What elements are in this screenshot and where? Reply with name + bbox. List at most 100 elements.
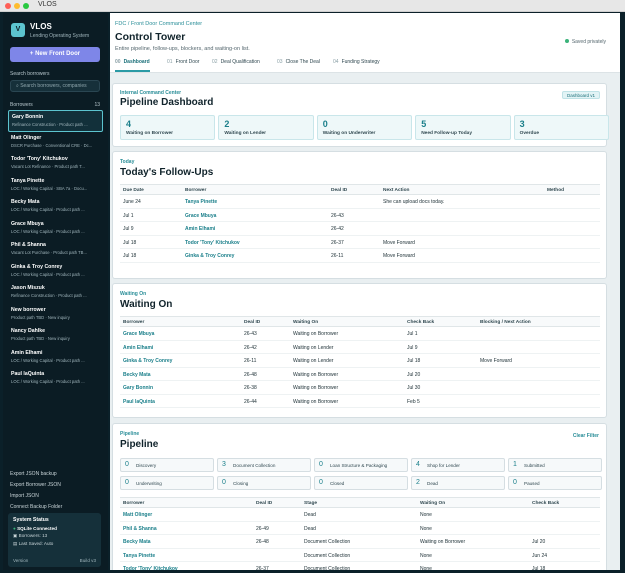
tab-label: Deal Qualification [220, 59, 260, 65]
import-json-link[interactable]: Import JSON [10, 493, 39, 499]
borrower-link[interactable]: Grace Mbuya [123, 331, 155, 337]
table-row[interactable]: Ginka & Troy Conrey 26-11 Waiting on Lende… [120, 354, 600, 368]
table-row[interactable]: Jul 1 Grace Mbuya 26-43 [120, 209, 600, 222]
stage-filter-shop-for-lender[interactable]: 4 Shop for Lender [411, 458, 505, 472]
borrower-list-item[interactable]: Tanya Pinette LOC / Working Capital · SBA… [8, 175, 103, 197]
borrower-summary: LOC / Working Capital · Product path ... [11, 379, 85, 384]
table-row[interactable]: Gary Bonnin 26-38 Waiting on Borrower Jul 3… [120, 381, 600, 395]
export-borrower-json-link[interactable]: Export Borrower JSON [10, 482, 61, 488]
table-row[interactable]: Jul 18 Ginka & Troy Conrey 26-11 Move Forwa… [120, 249, 600, 263]
borrower-link[interactable]: Gary Bonnin [123, 385, 154, 391]
borrower-list-item[interactable]: Amin Elhami LOC / Working Capital · Produ… [8, 347, 103, 369]
borrower-link[interactable]: Grace Mbuya [185, 212, 217, 219]
brand-name: VLOS [30, 22, 52, 31]
stage-filter-document-collection[interactable]: 3 Document Collection [217, 458, 311, 472]
db-status-text: SQLite Connected [17, 526, 57, 531]
close-window-icon[interactable] [5, 3, 11, 9]
table-row[interactable]: Grace Mbuya 26-43 Waiting on Borrower Jul 1 [120, 327, 600, 341]
borrower-list-item[interactable]: Ginka & Troy Conrey LOC / Working Capital… [8, 261, 103, 283]
table-row[interactable]: Matt Olinger Dead None [120, 508, 600, 522]
tab-close-the-deal[interactable]: 03 Close The Deal [277, 59, 320, 72]
table-cell: Jul 18 [407, 358, 421, 364]
maximize-window-icon[interactable] [23, 3, 29, 9]
stage-filter-dead[interactable]: 2 Dead [411, 476, 505, 490]
tab-front-door[interactable]: 01 Front Door [167, 59, 199, 72]
table-row[interactable]: Paul laQuinta 26-44 Waiting on Borrower Feb… [120, 395, 600, 408]
tab-label: Close The Deal [285, 59, 320, 65]
borrower-link[interactable]: Ginka & Troy Conrey [185, 253, 235, 259]
borrower-list-item[interactable]: New borrower Product path TBD · New inqui… [8, 304, 103, 326]
stat-waiting-on-underwriter[interactable]: 0 Waiting on Underwriter [316, 115, 413, 140]
table-row[interactable]: Amin Elhami 26-42 Waiting on Lender Jul 9 [120, 341, 600, 354]
borrower-list-item[interactable]: Matt Olinger DSCR Purchase · Conventional… [8, 132, 103, 154]
borrower-link[interactable]: Todor 'Tony' Kitchukov [185, 239, 240, 246]
clear-filter-button[interactable]: Clear Filter [572, 433, 599, 439]
borrower-link[interactable]: Amin Elhami [185, 226, 216, 232]
borrower-summary: Vacant Lot Refinance · Product path T... [11, 164, 85, 169]
table-row[interactable]: Jul 9 Amin Elhami 26-42 [120, 222, 600, 236]
borrower-list-item[interactable]: Jason Miszuk Refinance Construction · Pro… [8, 282, 103, 304]
borrower-link[interactable]: Tanya Pinette [185, 199, 218, 205]
borrower-list-item[interactable]: Gary Bonnin Refinance Construction · Prod… [8, 110, 103, 132]
borrower-link[interactable]: Ginka & Troy Conrey [123, 358, 173, 364]
save-icon: ▤ [13, 541, 18, 546]
stat-need-follow-up-today[interactable]: 5 Need Follow-up Today [415, 115, 511, 140]
table-cell: 26-49 [256, 525, 269, 532]
stat-overdue[interactable]: 3 Overdue [513, 115, 609, 140]
borrower-summary: LOC / Working Capital · SBA 7a · Docu... [11, 185, 88, 191]
stage-count: 0 [513, 479, 517, 486]
table-row[interactable]: Phil & Shanna 26-49 Dead None [120, 522, 600, 535]
stage-filter-closed[interactable]: 0 Closed [314, 476, 408, 490]
table-cell: She can upload docs today. [383, 199, 445, 205]
borrower-link[interactable]: Todor 'Tony' Kitchukov [123, 566, 178, 570]
borrower-list-item[interactable]: Phil & Shanna Vacant Lot Purchase · Produ… [8, 239, 103, 261]
borrower-list-item[interactable]: Becky Mata LOC / Working Capital · Produc… [8, 196, 103, 218]
column-header: Due Date [123, 188, 144, 193]
saved-text: Saved privately [571, 39, 606, 45]
waiting-on-card: Waiting On Waiting On Borrower Deal ID Wai… [112, 283, 607, 418]
stat-waiting-on-borrower[interactable]: 4 Waiting on Borrower [120, 115, 216, 140]
borrower-name: Ginka & Troy Conrey [11, 263, 63, 270]
tab-dashboard[interactable]: 00 Dashboard [115, 59, 150, 72]
table-row[interactable]: Becky Mata 26-48 Waiting on Borrower Jul 20 [120, 368, 600, 381]
borrower-link[interactable]: Tanya Pinette [123, 552, 156, 559]
table-row[interactable]: June 24 Tanya Pinette She can upload docs … [120, 195, 600, 209]
table-cell: Document Collection [304, 566, 351, 570]
table-row[interactable]: Jul 18 Todor 'Tony' Kitchukov 26-37 Move Fo… [120, 236, 600, 249]
stage-filter-underwriting[interactable]: 0 Underwriting [120, 476, 214, 490]
borrower-list-item[interactable]: Todor 'Tony' Kitchukov Vacant Lot Refinan… [8, 153, 103, 175]
borrower-link[interactable]: Phil & Shanna [123, 525, 157, 532]
new-front-door-button[interactable]: + New Front Door [10, 47, 100, 62]
table-row[interactable]: Tanya Pinette Document Collection None Jun … [120, 549, 600, 562]
borrower-search-input[interactable]: ⌕ Search borrowers, companies [10, 80, 100, 92]
borrower-list-item[interactable]: Grace Mbuya LOC / Working Capital · Produ… [8, 218, 103, 240]
minimize-window-icon[interactable] [14, 3, 20, 9]
table-row[interactable]: Becky Mata 26-48 Document Collection Waitin… [120, 535, 600, 549]
borrower-list-item[interactable]: Paul laQuinta LOC / Working Capital · Pro… [8, 368, 103, 390]
table-row[interactable]: Todor 'Tony' Kitchukov 26-37 Document Coll… [120, 562, 600, 570]
table-cell: 26-42 [331, 226, 344, 232]
borrower-list-item[interactable]: Nancy Dahlke Product path TBD · New inqui… [8, 325, 103, 347]
tab-funding-strategy[interactable]: 04 Funding Strategy [333, 59, 380, 72]
stage-count: 0 [125, 461, 129, 468]
borrower-link[interactable]: Becky Mata [123, 371, 151, 378]
borrower-link[interactable]: Amin Elhami [123, 344, 154, 351]
stage-filter-closing[interactable]: 0 Closing [217, 476, 311, 490]
export-json-link[interactable]: Export JSON backup [10, 471, 57, 477]
tab-deal-qualification[interactable]: 02 Deal Qualification [212, 59, 260, 72]
table-cell: Document Collection [304, 539, 351, 545]
stage-filter-discovery[interactable]: 0 Discovery [120, 458, 214, 472]
stage-filter-paused[interactable]: 0 Paused [508, 476, 602, 490]
search-label: Search borrowers [10, 71, 50, 77]
connect-backup-folder-link[interactable]: Connect Backup Folder [10, 504, 63, 510]
title-bar: VLOS [0, 0, 625, 12]
tab-label: Dashboard [123, 59, 150, 65]
borrower-link[interactable]: Paul laQuinta [123, 398, 155, 405]
search-icon: ⌕ [16, 83, 19, 89]
stage-filter-submitted[interactable]: 1 Submitted [508, 458, 602, 472]
borrower-link[interactable]: Becky Mata [123, 539, 151, 545]
borrower-link[interactable]: Matt Olinger [123, 512, 153, 518]
borrower-summary: Product path TBD · New inquiry [11, 336, 70, 341]
stat-waiting-on-lender[interactable]: 2 Waiting on Lender [218, 115, 314, 140]
stage-filter-loan-structure-packaging[interactable]: 0 Loan Structure & Packaging [314, 458, 408, 472]
